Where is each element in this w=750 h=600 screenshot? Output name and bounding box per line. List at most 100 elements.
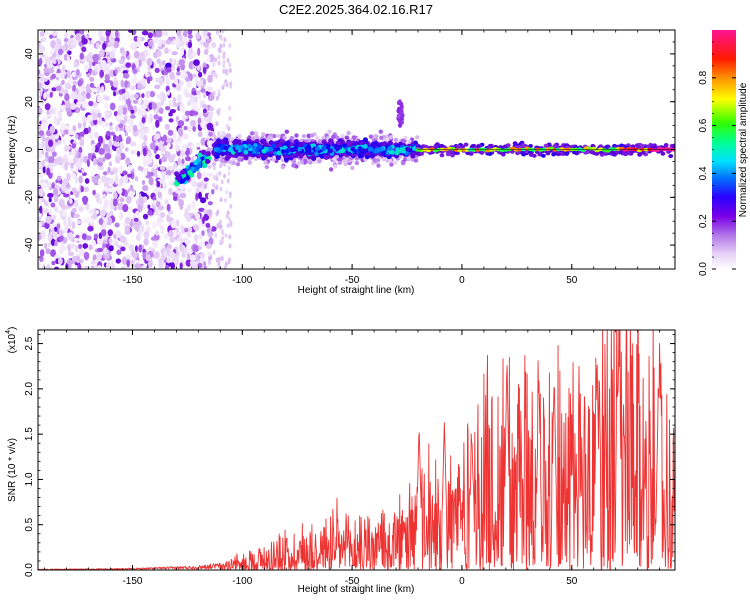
- noise-blob: [39, 31, 45, 37]
- noise-blob: [73, 60, 78, 68]
- noise-blob: [181, 133, 189, 139]
- noise-blob: [166, 203, 171, 212]
- carrier-blob: [357, 153, 364, 159]
- noise-blob: [142, 185, 149, 192]
- noise-blob: [93, 101, 98, 108]
- noise-blob: [137, 35, 142, 43]
- noise-blob: [180, 150, 184, 158]
- signal-onset-blob: [196, 163, 202, 169]
- noise-blob: [65, 223, 69, 232]
- noise-blob: [53, 115, 57, 122]
- noise-blob: [207, 74, 213, 83]
- carrier-blob: [297, 141, 303, 147]
- noise-blob: [163, 250, 168, 258]
- noise-blob: [179, 49, 184, 56]
- noise-blob: [178, 128, 183, 137]
- noise-blob: [119, 177, 124, 186]
- noise-blob: [216, 109, 220, 115]
- noise-blob: [38, 199, 42, 205]
- steady-halo-blob: [564, 151, 570, 156]
- carrier-core-blob: [321, 146, 326, 152]
- noise-blob: [197, 131, 203, 138]
- y-tick-label: 2.0: [24, 381, 35, 395]
- noise-blob: [77, 80, 83, 87]
- noise-blob: [61, 104, 66, 111]
- noise-blob: [200, 88, 206, 93]
- noise-blob: [142, 213, 149, 220]
- noise-blob: [162, 180, 166, 188]
- noise-blob: [203, 41, 210, 48]
- noise-blob: [95, 210, 100, 215]
- noise-blob: [68, 264, 72, 269]
- noise-blob: [147, 65, 151, 72]
- noise-blob: [174, 140, 180, 146]
- noise-blob: [70, 162, 74, 169]
- noise-blob: [149, 142, 156, 150]
- carrier-blob: [387, 140, 393, 146]
- noise-blob: [144, 41, 150, 47]
- noise-blob: [70, 172, 76, 180]
- noise-blob: [62, 209, 67, 217]
- y-tick-label: 1.5: [24, 427, 35, 441]
- noise-blob: [99, 69, 105, 78]
- carrier-core-blob: [219, 145, 225, 151]
- carrier-blob: [261, 139, 267, 145]
- noise-blob: [48, 67, 55, 74]
- noise-blob: [150, 236, 157, 241]
- y-tick-label: 0.0: [24, 563, 35, 577]
- burst-blob: [396, 113, 401, 119]
- noise-blob: [177, 120, 185, 127]
- carrier-halo-blob: [280, 164, 286, 170]
- noise-blob: [140, 129, 146, 135]
- steady-halo-blob: [487, 151, 493, 156]
- signal-onset-blob: [174, 171, 180, 177]
- noise-blob: [207, 164, 212, 169]
- noise-blob: [226, 178, 230, 184]
- carrier-core-blob: [284, 148, 290, 154]
- noise-blob: [229, 203, 233, 209]
- colorbar-tick-label: 0.0: [698, 262, 709, 276]
- noise-blob: [113, 206, 117, 211]
- noise-blob: [207, 86, 213, 93]
- noise-blob: [127, 55, 130, 61]
- steady-halo-blob: [463, 142, 469, 147]
- signal-onset-blob: [187, 170, 193, 176]
- noise-blob: [156, 222, 162, 227]
- steady-halo-blob: [460, 144, 465, 149]
- noise-blob: [138, 59, 142, 67]
- noise-blob: [59, 229, 64, 236]
- noise-blob: [155, 119, 160, 128]
- noise-blob: [220, 256, 224, 262]
- noise-blob: [202, 108, 207, 114]
- noise-blob: [206, 122, 214, 131]
- noise-blob: [217, 54, 221, 60]
- noise-blob: [78, 164, 82, 170]
- noise-blob: [213, 122, 217, 128]
- noise-blob: [189, 97, 195, 104]
- steady-halo-blob: [439, 153, 445, 158]
- noise-blob: [72, 80, 78, 86]
- noise-blob: [207, 172, 214, 178]
- noise-blob: [86, 114, 93, 122]
- noise-blob: [91, 239, 96, 248]
- noise-blob: [197, 117, 202, 125]
- noise-blob: [59, 104, 63, 110]
- noise-blob: [79, 138, 85, 147]
- noise-blob: [55, 85, 62, 92]
- carrier-blob: [410, 153, 416, 159]
- carrier-halo-blob: [327, 129, 332, 134]
- noise-blob: [160, 156, 168, 163]
- noise-blob: [187, 204, 192, 212]
- noise-blob: [98, 217, 104, 226]
- noise-blob: [176, 237, 183, 242]
- noise-blob: [167, 244, 172, 249]
- steady-halo-blob: [543, 143, 549, 148]
- noise-blob: [78, 131, 86, 137]
- noise-blob: [205, 222, 211, 228]
- noise-blob: [229, 220, 233, 226]
- noise-blob: [105, 30, 111, 37]
- noise-blob: [103, 182, 110, 188]
- carrier-core-blob: [235, 145, 240, 151]
- y-tick-label: 0: [24, 146, 35, 152]
- noise-blob: [51, 87, 57, 92]
